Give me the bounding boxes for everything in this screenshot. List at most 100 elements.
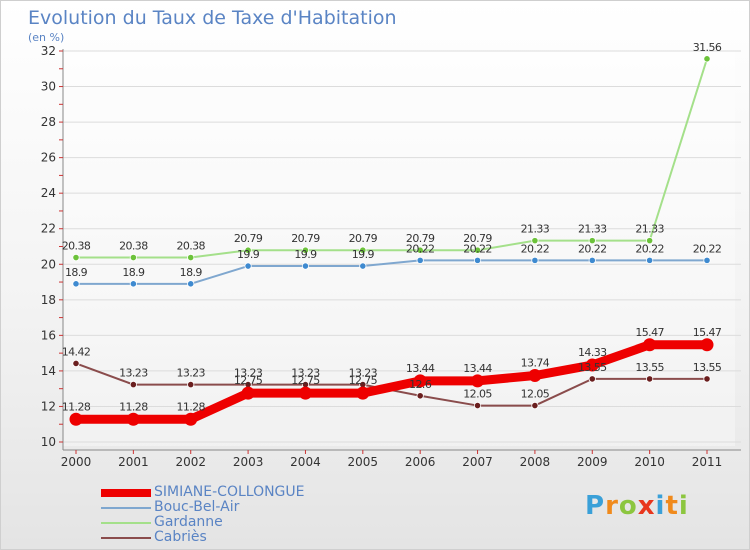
data-point xyxy=(528,369,542,383)
data-label: 18.9 xyxy=(180,266,203,279)
brand-logo: Proxiti xyxy=(585,491,689,521)
x-tick-label: 2006 xyxy=(405,455,436,469)
data-label: 20.22 xyxy=(521,242,550,255)
x-tick-label: 2005 xyxy=(348,455,379,469)
brand-logo-letter: i xyxy=(655,491,666,521)
data-point xyxy=(531,256,539,264)
data-point xyxy=(588,256,596,264)
plot-area xyxy=(63,51,735,446)
data-label: 18.9 xyxy=(122,266,145,279)
data-point xyxy=(646,237,654,245)
data-point xyxy=(416,256,424,264)
legend-swatch xyxy=(101,537,151,539)
data-label: 19.9 xyxy=(237,248,260,261)
data-point xyxy=(588,375,596,383)
data-label: 20.79 xyxy=(463,232,492,245)
data-label: 13.23 xyxy=(291,367,320,380)
data-point xyxy=(187,253,195,262)
x-tick-label: 2001 xyxy=(118,455,149,469)
brand-logo-letter: i xyxy=(678,491,689,521)
data-point xyxy=(588,237,596,245)
data-point xyxy=(298,386,312,400)
x-tick-label: 2008 xyxy=(520,455,551,469)
data-label: 15.47 xyxy=(693,326,722,339)
data-point xyxy=(703,55,711,63)
data-label: 20.22 xyxy=(578,242,607,255)
data-label: 18.9 xyxy=(65,266,88,279)
series-line-2 xyxy=(75,57,708,259)
data-point xyxy=(187,280,195,288)
x-tick-label: 2009 xyxy=(577,455,608,469)
series-line-0 xyxy=(71,340,712,424)
data-point xyxy=(72,359,80,368)
data-point xyxy=(531,237,539,245)
y-tick-label: 28 xyxy=(41,115,56,129)
data-label: 12.75 xyxy=(234,374,263,387)
data-point xyxy=(413,374,427,388)
data-point xyxy=(531,401,539,410)
data-label: 13.23 xyxy=(119,367,148,380)
data-point xyxy=(126,412,140,426)
brand-logo-letter: r xyxy=(605,491,619,521)
data-label: 11.28 xyxy=(176,400,205,413)
data-label: 20.22 xyxy=(463,242,492,255)
legend-label: Cabriès xyxy=(154,529,207,545)
data-label: 31.56 xyxy=(693,41,722,54)
data-label: 14.33 xyxy=(578,346,607,359)
data-point xyxy=(72,280,80,288)
brand-logo-letter: x xyxy=(637,491,656,521)
data-label: 19.9 xyxy=(294,248,317,261)
x-tick-label: 2007 xyxy=(462,455,493,469)
x-tick-label: 2011 xyxy=(692,455,723,469)
data-label: 13.44 xyxy=(406,362,435,375)
data-label: 13.55 xyxy=(578,361,607,374)
data-point xyxy=(700,338,714,352)
brand-logo-letter: P xyxy=(585,491,606,521)
data-label: 19.9 xyxy=(352,248,375,261)
data-label: 13.23 xyxy=(349,367,378,380)
y-tick-label: 26 xyxy=(41,151,56,165)
x-tick-label: 2004 xyxy=(290,455,321,469)
data-label: 12.05 xyxy=(521,388,550,401)
data-point xyxy=(241,386,255,400)
data-point xyxy=(301,262,310,270)
data-label: 13.55 xyxy=(693,361,722,374)
data-label: 13.23 xyxy=(234,367,263,380)
data-label: 15.47 xyxy=(635,326,664,339)
legend-label: Bouc-Bel-Air xyxy=(154,499,240,515)
legend-label: Gardanne xyxy=(154,514,223,530)
data-point xyxy=(184,412,198,426)
brand-logo-letter: o xyxy=(618,491,638,521)
brand-logo-letter: t xyxy=(665,491,679,521)
data-label: 11.28 xyxy=(119,400,148,413)
chart-unit-label: (en %) xyxy=(28,31,65,44)
chart-title: Evolution du Taux de Taxe d'Habitation xyxy=(28,7,397,29)
y-tick-label: 18 xyxy=(41,293,56,307)
data-point xyxy=(129,380,137,389)
data-point xyxy=(416,246,424,254)
data-point xyxy=(129,280,137,288)
data-point xyxy=(473,256,482,264)
y-tick-label: 10 xyxy=(41,435,56,449)
y-tick-label: 32 xyxy=(41,44,56,58)
data-point xyxy=(129,253,137,262)
legend-label: SIMIANE-COLLONGUE xyxy=(154,484,305,500)
data-label: 12.05 xyxy=(463,388,492,401)
y-tick-label: 20 xyxy=(41,257,56,271)
data-point xyxy=(244,246,252,254)
y-tick-label: 16 xyxy=(41,328,56,342)
data-label: 20.38 xyxy=(62,240,91,253)
legend-swatch xyxy=(101,489,151,497)
data-point xyxy=(643,338,657,352)
data-point xyxy=(646,256,654,264)
data-label: 20.79 xyxy=(234,232,263,245)
data-point xyxy=(359,262,367,270)
y-tick-label: 30 xyxy=(41,80,56,94)
data-point xyxy=(473,246,482,254)
legend-swatch xyxy=(101,522,151,524)
data-point xyxy=(471,374,485,388)
data-point xyxy=(187,380,195,389)
data-label: 21.33 xyxy=(521,223,550,236)
data-label: 21.33 xyxy=(578,223,607,236)
